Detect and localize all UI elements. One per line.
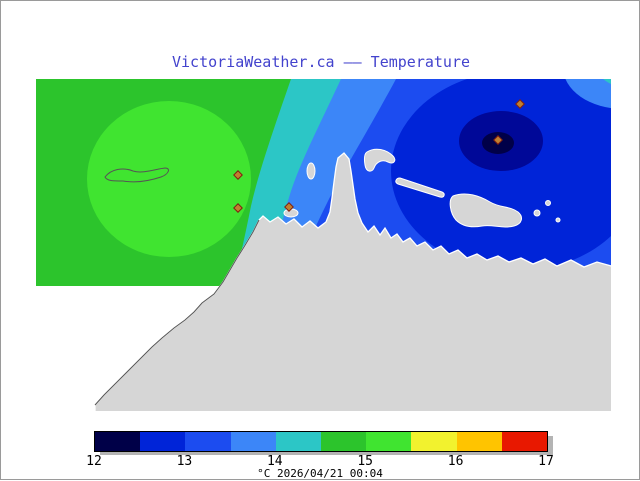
colorbar-tick-label: 14 <box>266 454 283 469</box>
islet-2 <box>545 200 551 206</box>
colorbar-caption: °C 2026/04/21 00:04 <box>257 467 383 480</box>
colorbar-tick-label: 17 <box>538 454 554 469</box>
colorbar-tick-label: 15 <box>357 454 374 469</box>
colorbar-segment <box>366 432 412 451</box>
page-title: VictoriaWeather.ca —— Temperature <box>171 53 470 71</box>
colorbar-segment <box>185 432 231 451</box>
colorbar-segment <box>230 432 276 451</box>
station-marker <box>233 170 243 180</box>
islet-1 <box>533 209 541 217</box>
colorbar-tick-label: 16 <box>447 454 464 469</box>
colorbar-tick-label: 13 <box>176 454 193 469</box>
colorbar-tick-label: 12 <box>86 454 102 469</box>
islet-inlet-spit <box>306 162 316 180</box>
colorbar-segment <box>321 432 367 451</box>
colorbar-ticks: 12 13 14 15 16 17 <box>1 454 640 469</box>
map-clip-group <box>36 79 611 411</box>
contour-bright-green-blob <box>87 101 251 257</box>
colorbar-segment <box>95 432 141 451</box>
island-sliver <box>395 177 445 198</box>
colorbar-segment <box>275 432 322 451</box>
station-marker <box>233 203 243 213</box>
colorbar <box>94 431 548 452</box>
southwest-coastline <box>94 219 260 406</box>
station-marker <box>284 202 294 212</box>
colorbar-segment <box>456 432 502 451</box>
island-outline-west <box>104 167 169 183</box>
contour-dark-blue-blob <box>391 79 611 271</box>
contour-corner-azure <box>565 79 611 109</box>
station-marker <box>515 99 525 109</box>
islet-3 <box>555 217 561 223</box>
colorbar-segment <box>411 432 457 451</box>
station-marker <box>493 135 503 145</box>
colorbar-segment <box>501 432 548 451</box>
island-hook <box>363 148 396 172</box>
station-markers-group <box>233 99 525 213</box>
island-large <box>449 193 522 228</box>
contour-corner-cyan <box>603 79 611 85</box>
offshore-blank-region <box>36 286 227 411</box>
colorbar-segment <box>140 432 186 451</box>
islet-point <box>283 208 299 218</box>
